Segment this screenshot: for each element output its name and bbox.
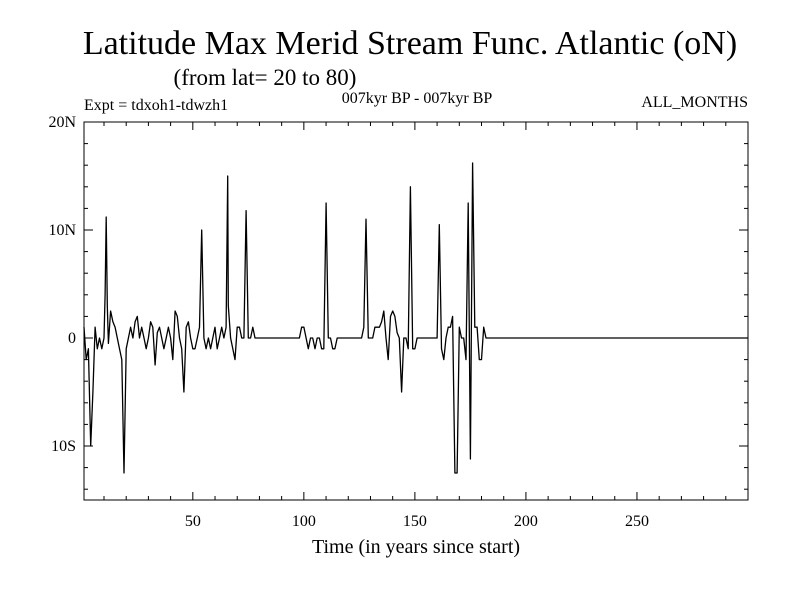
tick-group — [84, 121, 748, 500]
period-label: 007kyr BP - 007kyr BP — [342, 90, 493, 107]
x-tick-label: 50 — [185, 513, 201, 530]
x-tick-label: 150 — [403, 513, 427, 530]
months-label: ALL_MONTHS — [641, 94, 748, 111]
y-tick-label: 10N — [48, 222, 76, 239]
y-tick-label: 10S — [51, 438, 76, 455]
expt-label: Expt = tdxoh1-tdwzh1 — [84, 97, 228, 114]
y-tick-labels: 10S 0 10N 20N — [48, 114, 76, 455]
x-tick-label: 250 — [625, 513, 649, 530]
x-tick-label: 200 — [514, 513, 538, 530]
x-axis-label: Time (in years since start) — [312, 536, 520, 558]
plot-frame — [83, 121, 749, 501]
x-tick-labels: 50 100 150 200 250 — [185, 513, 649, 530]
y-tick-label: 0 — [68, 330, 76, 347]
x-tick-label: 100 — [292, 513, 316, 530]
chart-subtitle: (from lat= 20 to 80) — [174, 65, 357, 90]
series-line — [83, 162, 748, 474]
y-tick-label: 20N — [48, 114, 76, 131]
chart-title: Latitude Max Merid Stream Func. Atlantic… — [83, 25, 737, 62]
